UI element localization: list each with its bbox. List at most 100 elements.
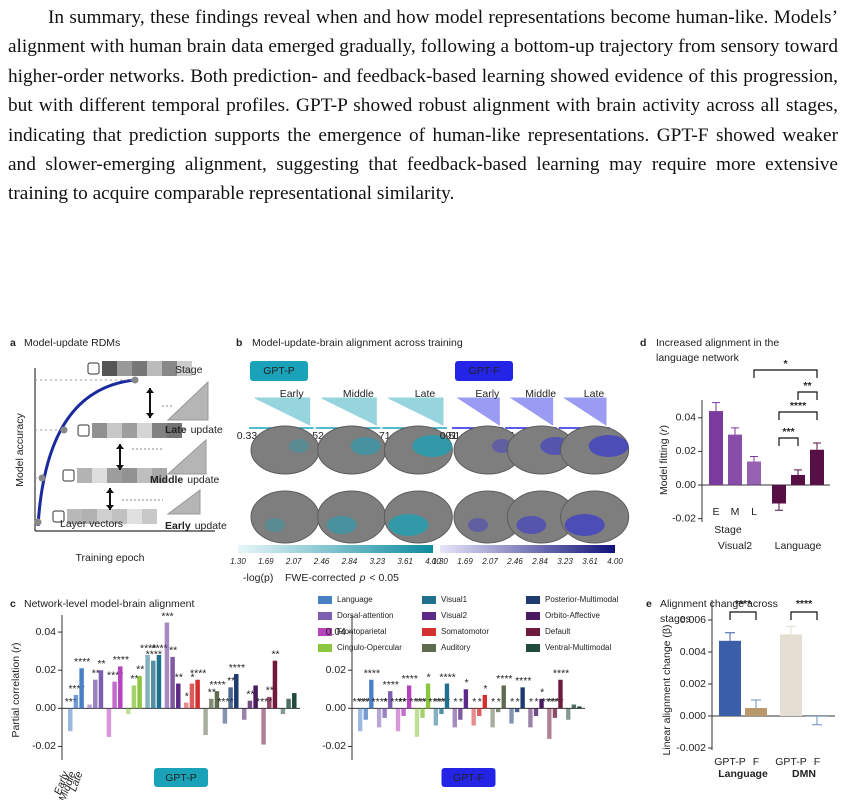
stage-label: Late (415, 388, 436, 400)
axis-title: Model accuracy (14, 412, 26, 486)
update-stage: Early (165, 520, 191, 532)
rdm (166, 438, 207, 475)
bar (401, 708, 406, 716)
model-name: GPT-P (263, 365, 295, 377)
legend-label: Ventral-Multimodal (545, 643, 611, 652)
panel-title: Model-update RDMs (24, 337, 120, 349)
panel-letter: d (640, 337, 646, 349)
significance: **** (796, 598, 813, 610)
significance: **** (496, 673, 512, 685)
significance: * (529, 696, 533, 708)
y-tick-label: 0.004 (680, 646, 706, 658)
significance: ** (92, 668, 100, 680)
legend-label: Cingulo-Opercular (337, 643, 402, 652)
model-badge (154, 768, 208, 787)
significance: **** (229, 662, 245, 674)
significance: * (510, 696, 514, 708)
layer-vector (162, 361, 177, 376)
bar (388, 691, 393, 709)
error-bar (775, 503, 783, 511)
bar (501, 685, 506, 709)
layer-vector (122, 423, 137, 438)
legend-swatch (318, 628, 332, 636)
error-bar (813, 442, 821, 450)
model-icon (77, 424, 90, 437)
significance: * (459, 696, 463, 708)
colorbar-label: -log(p) (243, 572, 273, 584)
significance: * (783, 358, 788, 370)
significance: **** (353, 696, 369, 708)
axis-title: Partial correlation (r) (10, 642, 22, 737)
axis-title-part: r (658, 428, 670, 432)
bar (490, 708, 495, 728)
legend-swatch (422, 612, 436, 620)
significance: **** (372, 696, 388, 708)
significance-bracket (790, 611, 818, 620)
layer-vector (92, 423, 107, 438)
brain (317, 490, 387, 544)
bar (228, 687, 233, 709)
stage-label: Late (584, 388, 605, 400)
significance-bracket (797, 391, 818, 400)
y-tick-label: -0.002 (676, 742, 706, 754)
brain-activation (388, 514, 429, 536)
rdm (254, 397, 311, 426)
significance: ** (246, 688, 254, 700)
stage-label: L (751, 506, 757, 518)
bar (164, 622, 170, 709)
significance: ** (169, 645, 177, 657)
bar (709, 411, 723, 486)
bar (106, 708, 112, 737)
bar (495, 708, 501, 713)
error-bar (751, 699, 761, 708)
error-bar (725, 632, 735, 641)
significance: ** (208, 687, 216, 699)
legend-label: Dorsal-attention (337, 611, 393, 620)
bar (477, 708, 482, 716)
significance: **** (553, 668, 569, 680)
panel-letter: a (10, 337, 16, 349)
brain (250, 425, 320, 475)
rdm (166, 489, 201, 515)
bar (222, 708, 228, 724)
significance: ** (130, 673, 138, 685)
bar (137, 675, 142, 709)
bar (558, 679, 563, 709)
arrow-head (106, 505, 114, 510)
stage-label: Early (280, 388, 305, 400)
colorbar-tick: 4.00 (607, 557, 623, 566)
layer-vector (102, 361, 117, 376)
significance: * (383, 696, 387, 708)
layer-vector (117, 361, 132, 376)
model-icon (62, 469, 75, 482)
bar (176, 683, 181, 709)
bar (87, 704, 92, 709)
legend-label: Auditory (441, 643, 470, 652)
layer-vector (127, 509, 142, 524)
significance: ** (803, 380, 812, 392)
bar (728, 434, 742, 486)
brain-activation (350, 437, 381, 455)
paragraph: In summary, these findings reveal when a… (8, 7, 838, 205)
bar (420, 708, 425, 718)
model-name: GPT-F (469, 365, 500, 377)
bar (571, 704, 577, 709)
bar (528, 708, 533, 728)
significance: *** (782, 426, 795, 438)
significance: ** (227, 675, 235, 687)
bar (118, 666, 123, 709)
axis-title: Linear alignment change (β) (661, 625, 673, 756)
brain-activation (289, 439, 309, 453)
significance: * (453, 696, 457, 708)
significance: ** (175, 671, 183, 683)
axis-title: Model fitting (r) (658, 425, 670, 495)
rdm (456, 397, 500, 426)
bar (286, 698, 291, 709)
bar (234, 674, 239, 709)
accuracy-curve (36, 378, 136, 527)
legend-label: Orbito-Affective (545, 611, 601, 620)
brain (250, 490, 320, 544)
bar (810, 449, 824, 486)
bar (382, 708, 387, 718)
axis-title-part: Partial correlation ( (10, 649, 22, 738)
